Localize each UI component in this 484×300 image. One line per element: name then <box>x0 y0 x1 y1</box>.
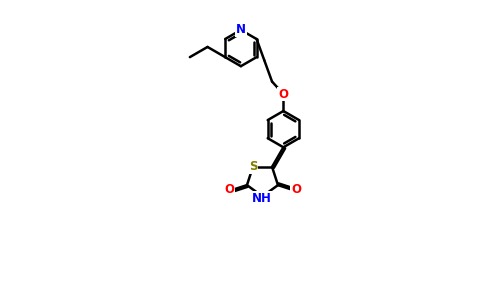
Text: O: O <box>224 183 234 196</box>
Text: N: N <box>236 23 246 37</box>
Text: O: O <box>291 183 301 196</box>
Text: NH: NH <box>251 192 271 205</box>
Text: O: O <box>278 88 288 100</box>
Text: S: S <box>249 160 257 173</box>
